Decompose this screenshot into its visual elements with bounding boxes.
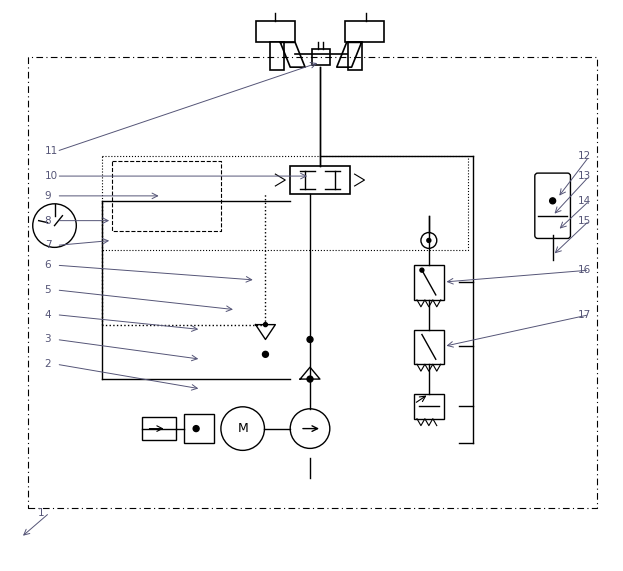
Bar [184, 414, 214, 444]
Bar [290, 166, 350, 194]
Bar [414, 394, 444, 419]
Text: 15: 15 [578, 216, 591, 226]
Bar [414, 265, 444, 300]
Text: 14: 14 [578, 196, 591, 206]
Bar [270, 42, 284, 70]
Circle shape [290, 409, 330, 448]
Bar [312, 49, 330, 65]
Circle shape [193, 425, 199, 432]
Text: 9: 9 [45, 191, 51, 201]
Bar [348, 42, 361, 70]
Text: 5: 5 [45, 285, 51, 295]
Text: 2: 2 [45, 359, 51, 369]
Circle shape [421, 232, 437, 248]
Text: 4: 4 [45, 309, 51, 320]
Circle shape [307, 336, 313, 343]
Bar [141, 417, 176, 440]
Text: 1: 1 [37, 508, 44, 518]
Text: 12: 12 [578, 151, 591, 161]
Text: M: M [237, 422, 248, 435]
Text: 3: 3 [45, 335, 51, 344]
Circle shape [427, 239, 431, 243]
Circle shape [420, 268, 424, 272]
FancyBboxPatch shape [535, 173, 571, 239]
Circle shape [33, 204, 76, 247]
Bar [414, 329, 444, 364]
Text: 8: 8 [45, 216, 51, 226]
Bar [255, 21, 295, 42]
Circle shape [264, 323, 267, 327]
Text: 17: 17 [578, 309, 591, 320]
Circle shape [262, 351, 269, 357]
Text: 11: 11 [45, 146, 58, 156]
Text: 10: 10 [45, 171, 58, 181]
Text: 6: 6 [45, 260, 51, 270]
Text: 16: 16 [578, 265, 591, 275]
Circle shape [221, 407, 264, 451]
Circle shape [307, 376, 313, 382]
Bar [345, 21, 384, 42]
Circle shape [549, 198, 556, 204]
Text: 7: 7 [45, 240, 51, 251]
Text: 13: 13 [578, 171, 591, 181]
